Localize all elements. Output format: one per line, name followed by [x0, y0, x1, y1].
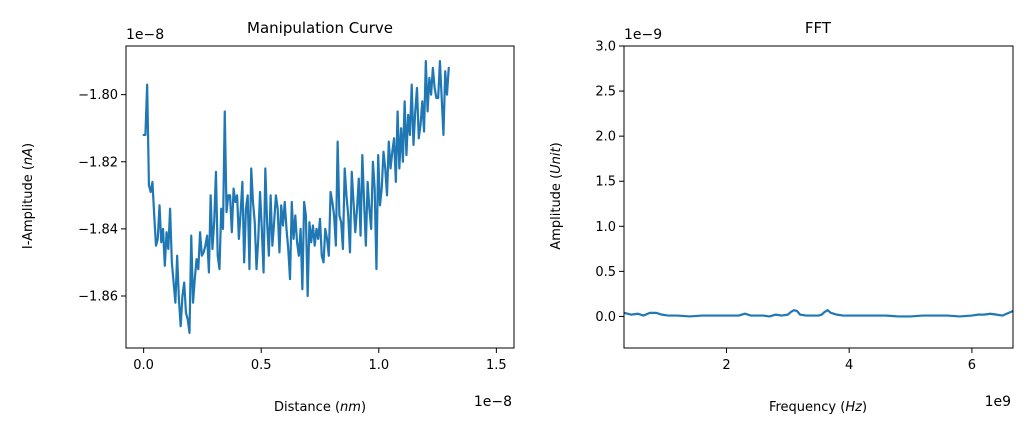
- x-axis-label-close: ): [862, 400, 867, 415]
- y-tick-label: 0.5: [595, 265, 616, 280]
- x-axis-label: Distance (nm): [274, 400, 366, 415]
- y-offset-label: 1e−8: [126, 27, 164, 43]
- y-axis-label-text: I-Amplitude (: [21, 165, 36, 249]
- y-axis-label: Amplitude (Unit): [549, 142, 564, 249]
- x-axis-label-text: Distance (: [274, 400, 340, 415]
- x-tick-label: 0.5: [251, 358, 272, 373]
- x-axis-label: Frequency (Hz): [769, 400, 867, 415]
- y-tick-label: 2.5: [595, 85, 616, 100]
- x-axis-unit: nm: [340, 400, 361, 415]
- fft-chart: FFT 1e−9 1e9 Frequency (Hz) Amplitude (U…: [549, 19, 1014, 415]
- axis-ticks: 0.0 0.5 1.0 1.5 −1.86 −1.84 −1.82 −1.80: [78, 88, 507, 373]
- y-tick-label: −1.82: [78, 155, 118, 170]
- x-tick-label: 1.5: [486, 358, 507, 373]
- y-axis-label-close: ): [21, 143, 36, 148]
- series-line: [142, 60, 450, 334]
- x-tick-label: 1.0: [368, 358, 389, 373]
- plot-frame: [623, 45, 1014, 349]
- series-group: [142, 60, 450, 334]
- y-offset-label: 1e−9: [624, 27, 662, 43]
- x-tick-label: 0.0: [133, 358, 154, 373]
- y-tick-label: 0.0: [595, 310, 616, 325]
- plot-frame: [125, 45, 515, 349]
- manipulation-curve-chart: Manipulation Curve 1e−8 1e−8 Distance (n…: [21, 19, 515, 415]
- x-offset-label: 1e9: [985, 394, 1011, 410]
- y-axis-unit: Unit: [549, 146, 564, 173]
- chart-title: Manipulation Curve: [247, 19, 393, 37]
- y-axis-label-text: Amplitude (: [549, 174, 564, 250]
- y-axis-label-close: ): [549, 142, 564, 147]
- y-tick-label: 3.0: [595, 40, 616, 55]
- y-axis-label: I-Amplitude (nA): [21, 143, 36, 249]
- y-axis-unit: nA: [21, 148, 36, 165]
- chart-title: FFT: [805, 19, 832, 37]
- x-axis-label-close: ): [361, 400, 366, 415]
- x-tick-label: 4: [845, 358, 853, 373]
- x-axis-unit: Hz: [845, 400, 863, 415]
- series-line: [624, 309, 1013, 318]
- y-tick-label: −1.84: [78, 222, 118, 237]
- series-group: [624, 309, 1013, 318]
- x-axis-label-text: Frequency (: [769, 400, 845, 415]
- y-tick-label: 2.0: [595, 130, 616, 145]
- x-tick-label: 6: [968, 358, 976, 373]
- y-tick-label: −1.86: [78, 289, 118, 304]
- x-tick-label: 2: [722, 358, 730, 373]
- axis-ticks: 2 4 6 0.0 0.5 1.0 1.5 2.0 2.5 3.0: [595, 40, 976, 374]
- y-tick-label: 1.5: [595, 175, 616, 190]
- y-tick-label: 1.0: [595, 220, 616, 235]
- x-offset-label: 1e−8: [474, 394, 512, 410]
- y-tick-label: −1.80: [78, 88, 118, 103]
